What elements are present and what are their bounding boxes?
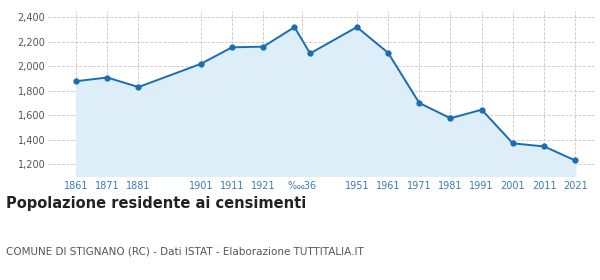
Text: Popolazione residente ai censimenti: Popolazione residente ai censimenti: [6, 196, 306, 211]
Text: COMUNE DI STIGNANO (RC) - Dati ISTAT - Elaborazione TUTTITALIA.IT: COMUNE DI STIGNANO (RC) - Dati ISTAT - E…: [6, 246, 364, 256]
